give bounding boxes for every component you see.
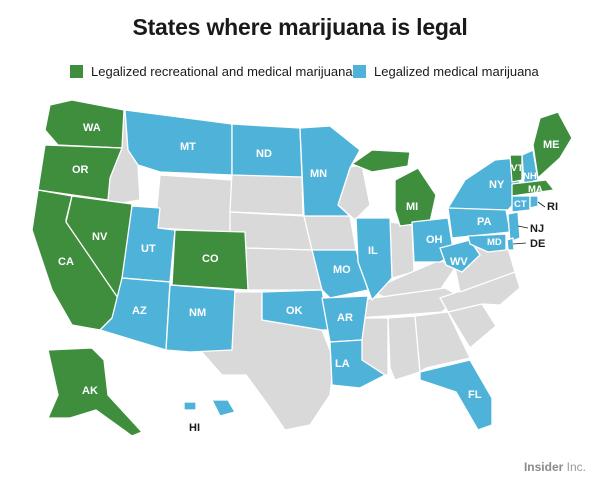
state-HI-2 bbox=[183, 401, 197, 411]
credit-brand: Insider bbox=[523, 460, 564, 474]
state-AK bbox=[47, 347, 143, 437]
legend-swatch-recreational bbox=[70, 64, 83, 78]
state-label-CO: CO bbox=[202, 253, 219, 265]
legend-swatch-medical bbox=[353, 64, 366, 78]
legal-states bbox=[31, 99, 573, 437]
legend-item-medical: Legalized medical marijuana bbox=[353, 60, 539, 82]
state-MD bbox=[467, 233, 507, 253]
state-HI bbox=[211, 399, 236, 417]
state-MT bbox=[124, 109, 233, 176]
state-label-LA: LA bbox=[335, 358, 350, 370]
leader-line-ri bbox=[537, 201, 546, 208]
state-label-NV: NV bbox=[92, 231, 108, 243]
state-SD bbox=[229, 171, 304, 216]
state-NM bbox=[165, 284, 236, 353]
leader-line-de bbox=[512, 242, 527, 245]
state-label-AZ: AZ bbox=[132, 305, 147, 317]
state-RI bbox=[529, 195, 539, 209]
state-MI bbox=[394, 167, 437, 227]
state-label-MD: MD bbox=[487, 237, 502, 248]
legend-label-recreational: Legalized recreational and medical marij… bbox=[91, 63, 353, 79]
state-NH bbox=[521, 149, 539, 185]
state-WV bbox=[439, 239, 481, 273]
state-label-OR: OR bbox=[72, 164, 89, 176]
state-CT bbox=[511, 195, 531, 213]
state-label-ME: ME bbox=[543, 139, 560, 151]
state-label-NM: NM bbox=[189, 307, 206, 319]
state-label-MO: MO bbox=[333, 264, 351, 276]
state-WY bbox=[154, 174, 233, 233]
state-label-NY: NY bbox=[489, 179, 505, 191]
leader-line-nj bbox=[517, 225, 529, 229]
state-AL bbox=[387, 315, 421, 381]
state-GA bbox=[414, 311, 471, 373]
state-labels: WA OR CA NV CO AK MI VT ME MA MT ND MN U… bbox=[58, 122, 560, 434]
state-label-IL: IL bbox=[368, 245, 378, 257]
state-IL bbox=[355, 217, 393, 301]
state-MA bbox=[511, 179, 555, 197]
state-NJ bbox=[507, 211, 521, 243]
state-label-VT: VT bbox=[511, 163, 523, 174]
state-KS bbox=[244, 247, 323, 291]
state-AZ bbox=[99, 277, 171, 351]
legend-label-medical: Legalized medical marijuana bbox=[374, 63, 539, 79]
state-label-ND: ND bbox=[256, 148, 272, 160]
state-MN bbox=[299, 125, 361, 217]
legend: Legalized recreational and medical marij… bbox=[0, 60, 600, 82]
state-label-CA: CA bbox=[58, 256, 74, 268]
state-label-AR: AR bbox=[337, 312, 353, 324]
state-label-WA: WA bbox=[83, 122, 101, 134]
state-LA bbox=[329, 339, 386, 389]
state-label-MA: MA bbox=[528, 184, 543, 195]
state-label-PA: PA bbox=[477, 216, 492, 228]
state-label-AK: AK bbox=[82, 385, 98, 397]
state-CO bbox=[171, 229, 249, 291]
state-label-OK: OK bbox=[286, 305, 303, 317]
map-title: States where marijuana is legal bbox=[132, 14, 468, 40]
state-IA bbox=[303, 215, 357, 251]
state-label-DE: DE bbox=[530, 238, 545, 250]
state-label-WV: WV bbox=[450, 256, 468, 268]
state-label-CT: CT bbox=[514, 199, 527, 210]
state-VT bbox=[509, 154, 523, 183]
state-DE bbox=[506, 237, 515, 251]
credit-suffix: Inc. bbox=[566, 460, 586, 474]
state-label-RI: RI bbox=[547, 201, 558, 213]
state-label-UT: UT bbox=[141, 243, 156, 255]
state-label-MN: MN bbox=[310, 168, 327, 180]
state-OK bbox=[261, 289, 331, 331]
state-FL bbox=[419, 359, 493, 431]
state-label-OH: OH bbox=[426, 234, 443, 246]
state-ME bbox=[532, 111, 573, 179]
state-MI-upper bbox=[351, 149, 411, 173]
state-label-FL: FL bbox=[468, 389, 482, 401]
legend-item-recreational: Legalized recreational and medical marij… bbox=[70, 60, 353, 82]
state-IN bbox=[389, 221, 415, 279]
state-label-MI: MI bbox=[406, 201, 418, 213]
state-label-NH: NH bbox=[523, 171, 537, 182]
state-label-NJ: NJ bbox=[530, 223, 544, 235]
publisher-credit: Insider Inc. bbox=[524, 460, 586, 474]
state-OR bbox=[37, 144, 123, 201]
state-label-HI: HI bbox=[189, 422, 200, 434]
state-label-MT: MT bbox=[180, 141, 196, 153]
state-MO bbox=[311, 249, 369, 299]
